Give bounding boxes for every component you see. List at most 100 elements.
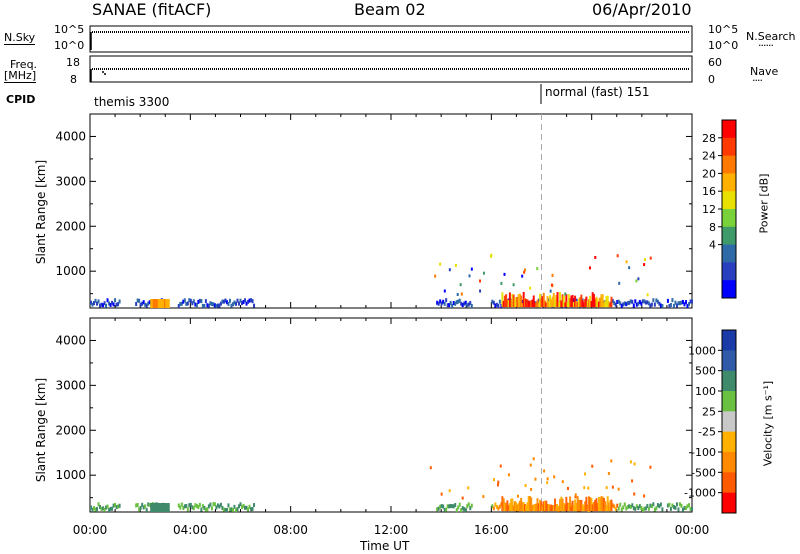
power-echo-cell	[638, 299, 641, 304]
velocity-echo-cell	[241, 505, 244, 510]
velocity-echo-cell	[638, 504, 641, 509]
velocity-echo-cell	[554, 498, 557, 512]
power-echo-cell	[623, 301, 626, 306]
velocity-echo-cell	[590, 497, 593, 512]
power-echo-cell	[160, 299, 163, 308]
velocity-colorbar-frame	[721, 329, 737, 514]
velocity-echo-cell	[546, 481, 549, 485]
date-title: 06/Apr/2010	[592, 0, 692, 19]
velocity-colorbar-label: Velocity [m s⁻¹]	[761, 380, 775, 467]
velocity-echo-cell	[537, 503, 540, 512]
velocity-echo-cell	[96, 507, 99, 512]
velocity-ytick-label: 3000	[55, 378, 86, 392]
power-echo-cell	[653, 302, 656, 307]
power-echo-cell	[531, 299, 534, 308]
velocity-echo-cell	[533, 506, 536, 512]
power-echo-cell	[452, 301, 455, 306]
velocity-echo-cell	[659, 502, 662, 507]
velocity-echo-cell	[109, 506, 112, 511]
xtick-label: 12:00	[374, 523, 409, 537]
power-echo-cell	[446, 303, 449, 308]
power-echo-cell	[183, 298, 186, 303]
velocity-echo-cell	[643, 506, 646, 511]
velocity-echo-cell	[105, 505, 108, 510]
power-echo-cell	[559, 292, 562, 308]
velocity-echo-cell	[516, 504, 519, 512]
velocity-echo-cell	[91, 507, 94, 512]
velocity-colorbar-tick-label: 500	[695, 365, 716, 378]
power-echo-cell	[575, 301, 578, 308]
power-echo-cell	[550, 299, 553, 308]
velocity-echo-cell	[531, 504, 534, 512]
velocity-echo-cell	[572, 505, 575, 512]
velocity-echo-cell	[215, 505, 218, 510]
velocity-echo-cell	[622, 505, 625, 510]
power-echo-cell	[675, 303, 678, 308]
power-echo-cell	[448, 303, 451, 308]
power-echo-cell	[114, 298, 117, 303]
velocity-echo-cell	[188, 503, 191, 508]
power-echo-cell	[233, 300, 236, 305]
velocity-echo-cell	[605, 486, 608, 490]
velocity-echo-cell	[538, 499, 541, 512]
velocity-echo-cell	[511, 498, 514, 512]
power-echo-cell	[617, 299, 620, 304]
velocity-echo-cell	[586, 506, 589, 512]
power-echo-cell	[155, 299, 158, 308]
velocity-colorbar-tick-label: -25	[698, 426, 716, 439]
velocity-ytick-label: 1000	[55, 468, 86, 482]
velocity-echo-cell	[656, 503, 659, 508]
velocity-echo-cell	[556, 507, 559, 512]
xtick-label: 00:00	[675, 523, 710, 537]
power-echo-cell	[557, 302, 560, 308]
velocity-echo-cell	[540, 501, 543, 512]
velocity-echo-cell	[619, 502, 622, 507]
power-echo-cell	[552, 292, 555, 308]
nave-label: Nave	[750, 65, 779, 78]
power-echo-cell	[455, 300, 458, 305]
velocity-colorbar-tick-label: 100	[695, 385, 716, 398]
power-echo-cell	[574, 295, 577, 308]
velocity-echo-cell	[529, 463, 532, 467]
velocity-echo-cell	[674, 505, 677, 510]
power-echo-cell	[646, 300, 649, 305]
power-echo-cell	[517, 294, 520, 308]
power-echo-cell	[454, 301, 457, 306]
velocity-echo-cell	[585, 496, 588, 512]
velocity-echo-cell	[629, 460, 632, 464]
power-echo-cell	[138, 298, 141, 303]
power-echo-cell	[609, 303, 612, 308]
velocity-echo-cell	[599, 497, 602, 512]
velocity-echo-cell	[545, 500, 548, 512]
power-echo-cell	[530, 300, 533, 308]
velocity-echo-cell	[440, 492, 443, 496]
power-echo-cell	[142, 300, 145, 305]
velocity-echo-cell	[507, 473, 510, 477]
velocity-echo-cell	[201, 504, 204, 509]
power-echo-cell	[610, 296, 613, 308]
power-echo-cell	[513, 299, 516, 308]
velocity-echo-cell	[626, 504, 629, 509]
velocity-echo-cell	[219, 502, 222, 507]
power-colorbar-tick-label: 28	[702, 132, 716, 145]
power-echo-cell	[230, 303, 233, 308]
velocity-echo-cell	[544, 500, 547, 512]
velocity-echo-cell	[244, 505, 247, 510]
velocity-echo-cell	[237, 504, 240, 509]
power-echo-cell	[525, 299, 528, 308]
power-echo-cell	[567, 294, 570, 308]
velocity-echo-cell	[589, 497, 592, 512]
velocity-echo-cell	[601, 496, 604, 512]
power-echo-cell	[616, 299, 619, 304]
velocity-echo-cell	[429, 466, 432, 470]
power-echo-cell	[572, 301, 575, 308]
velocity-echo-cell	[522, 502, 525, 512]
velocity-echo-cell	[236, 507, 239, 512]
power-echo-cell	[195, 303, 198, 308]
velocity-echo-cell	[497, 480, 500, 484]
power-echo-cell	[479, 279, 482, 283]
power-echo-cell	[590, 300, 593, 308]
power-echo-cell	[148, 300, 151, 305]
velocity-echo-cell	[552, 504, 555, 512]
